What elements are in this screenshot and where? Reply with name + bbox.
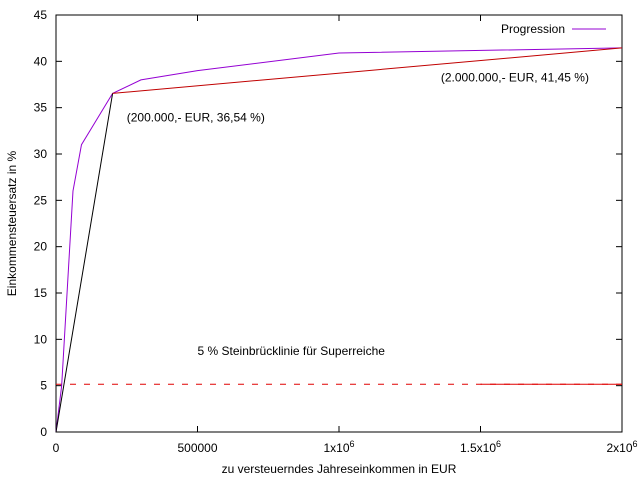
x-tick-label: 500000 [177,441,217,455]
x-tick-label: 2x106 [606,439,637,455]
annotation-label: (2.000.000,- EUR, 41,45 %) [441,71,589,85]
y-tick-label: 40 [34,54,48,68]
y-tick-label: 0 [40,425,47,439]
x-axis-label: zu versteuerndes Jahreseinkommen in EUR [222,462,457,476]
x-tick-label: 1.5x106 [460,439,501,455]
series-layer [56,48,622,432]
y-tick-label: 25 [34,193,48,207]
legend: Progression [501,22,606,36]
y-tick-label: 5 [40,379,47,393]
y-axis-label: Einkommensteuersatz in % [5,150,19,296]
y-tick-label: 20 [34,240,48,254]
legend-label: Progression [501,22,565,36]
y-tick-label: 35 [34,101,48,115]
x-tick-label: 1x106 [323,439,354,455]
annotation-label: (200.000,- EUR, 36,54 %) [127,111,265,125]
y-tick-label: 10 [34,332,48,346]
x-tick-label: 0 [53,441,60,455]
annotation-label: 5 % Steinbrücklinie für Superreiche [198,344,386,358]
series-line-progression [56,48,622,432]
y-tick-label: 30 [34,147,48,161]
y-tick-label: 15 [34,286,48,300]
annotations-layer: (200.000,- EUR, 36,54 %) (2.000.000,- EUR… [127,71,589,358]
y-tick-label: 45 [34,8,48,22]
series-line-1 [56,93,113,432]
